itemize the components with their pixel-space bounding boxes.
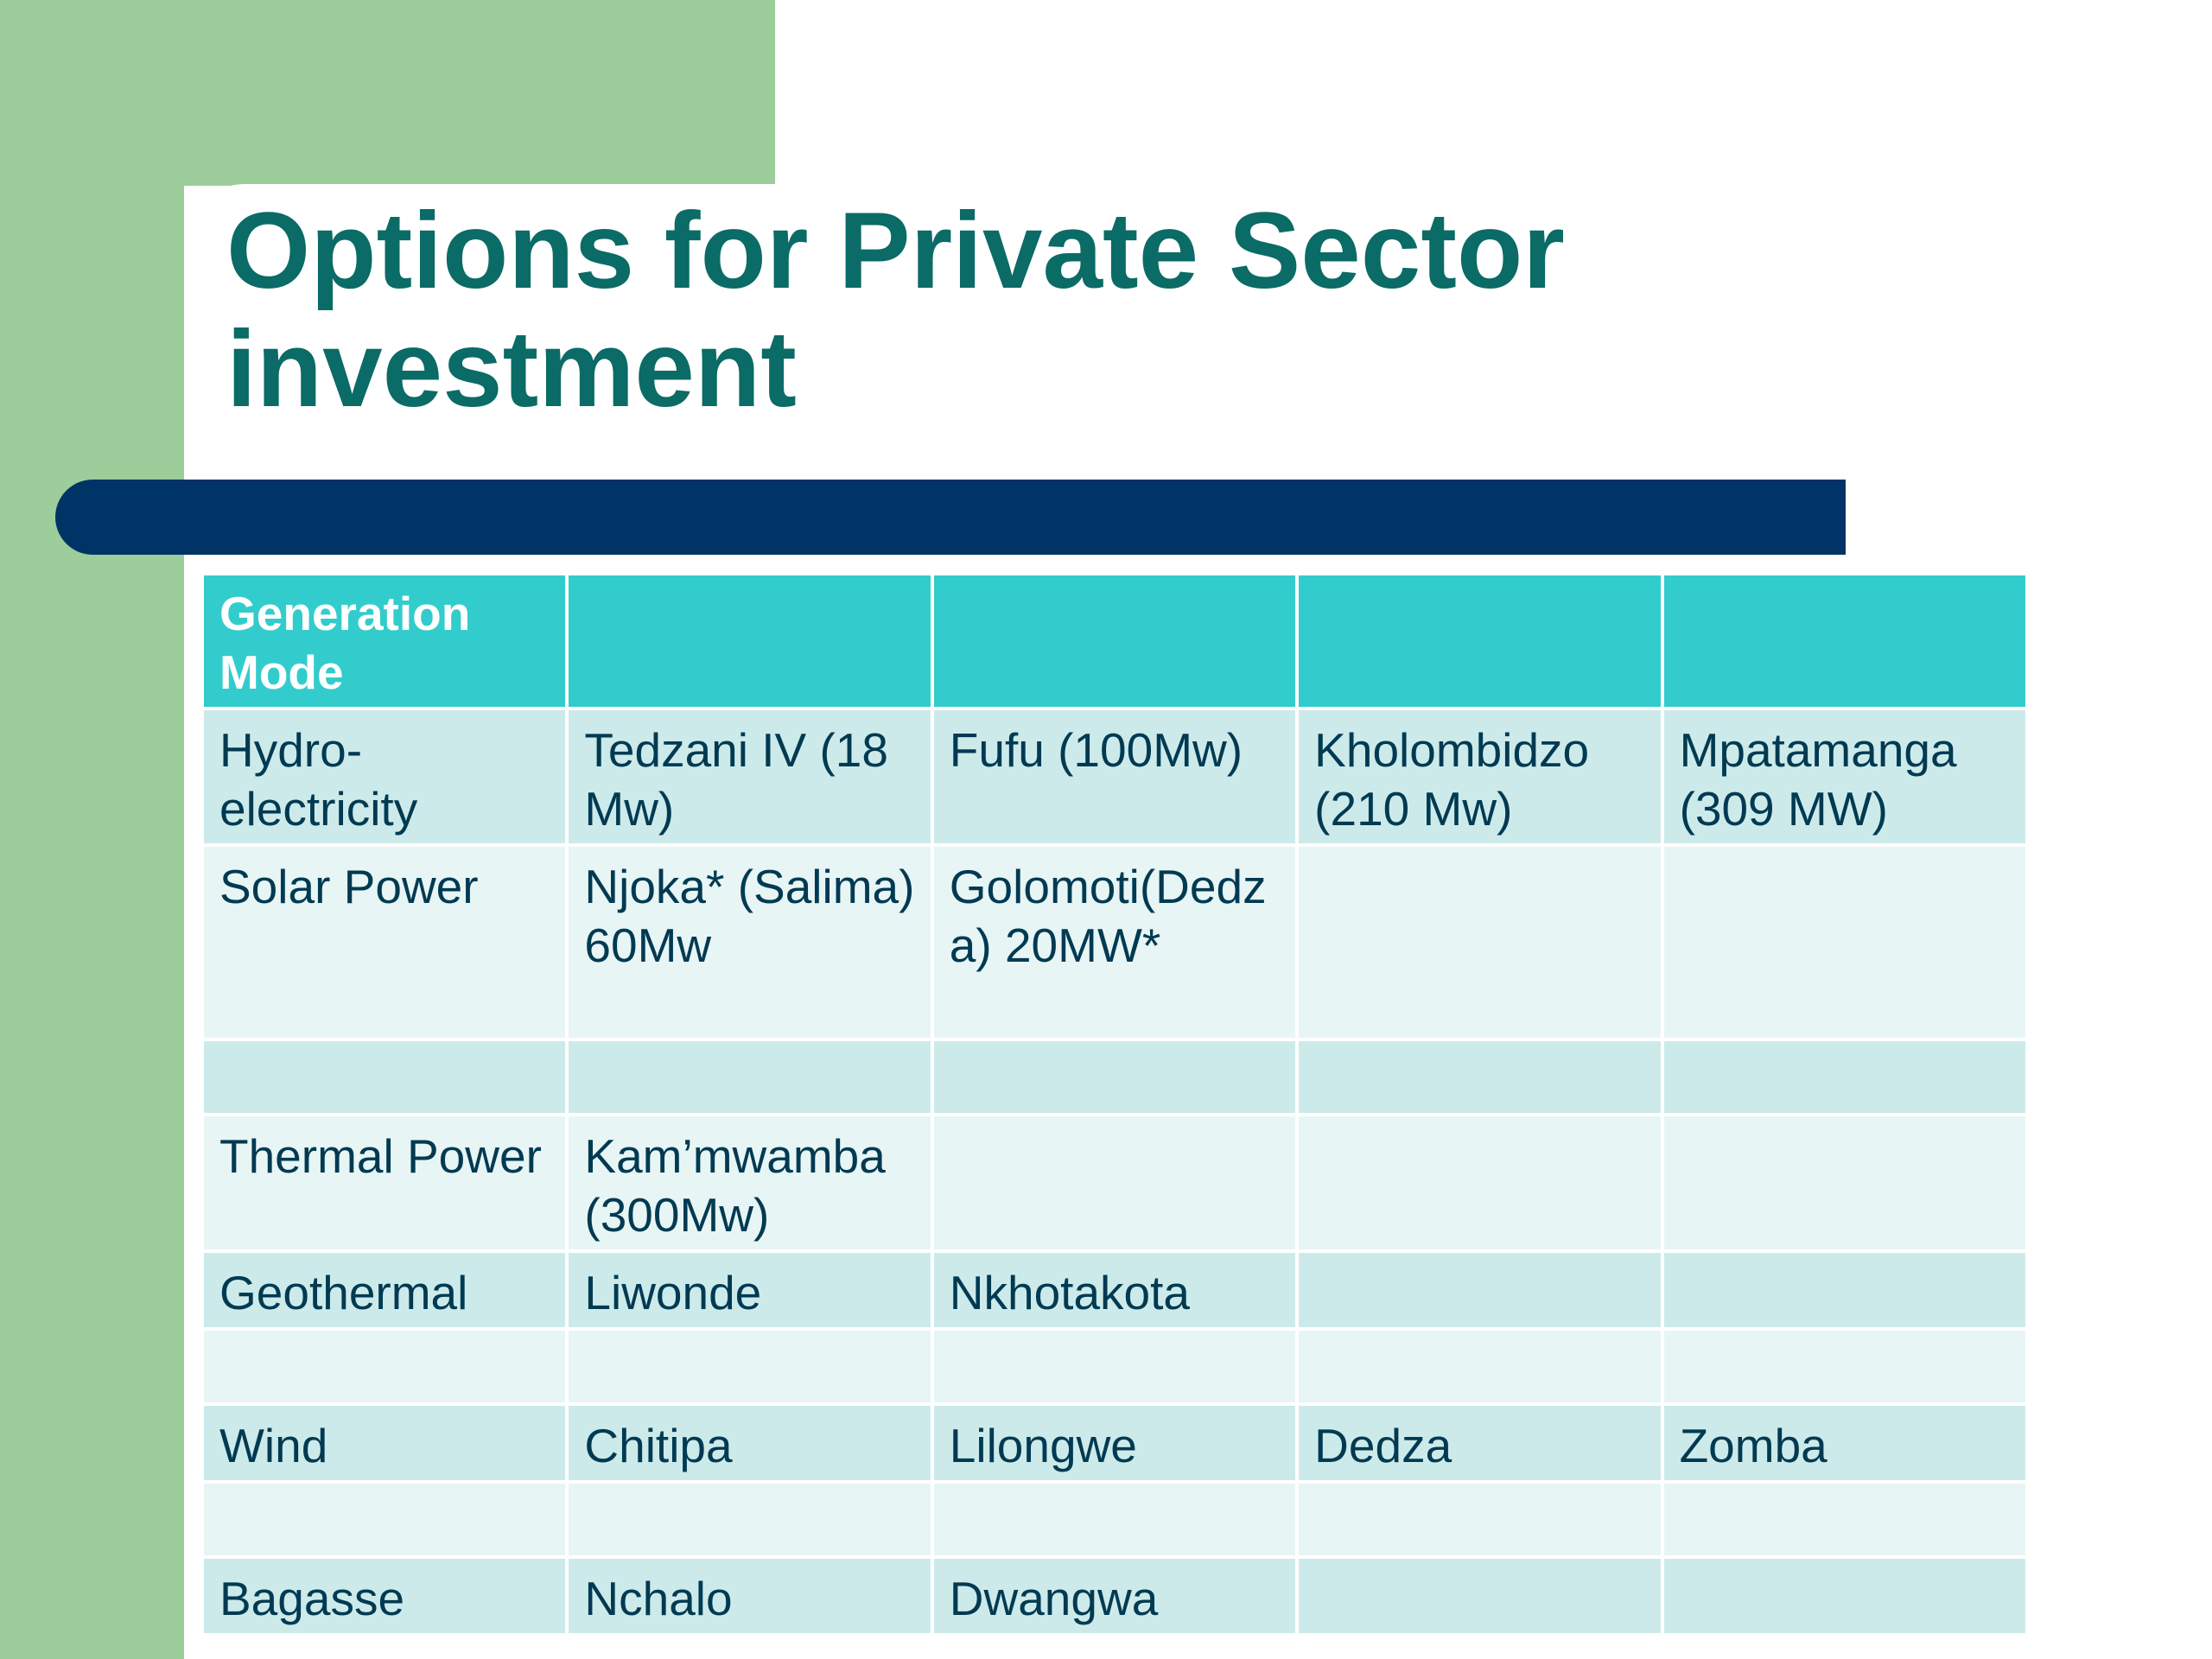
- table-cell: [1660, 1327, 2029, 1406]
- table-cell: Nkhotakota: [930, 1249, 1300, 1331]
- table-cell-mode: Bagasse: [200, 1555, 569, 1637]
- table-cell: [1295, 1480, 1664, 1559]
- table-cell-mode: Wind: [200, 1402, 569, 1484]
- header-cell: [1660, 572, 2029, 710]
- table-cell: [565, 1480, 934, 1559]
- table-cell: Nchalo: [565, 1555, 934, 1637]
- table-cell: [1295, 1555, 1664, 1637]
- background-green-side-strip: [0, 0, 184, 1659]
- table-cell: [1660, 1038, 2029, 1116]
- slide-title: Options for Private Sector investment: [226, 191, 1565, 429]
- table-cell: [1295, 1249, 1664, 1331]
- table-cell: Golomoti(Dedza) 20MW*: [930, 843, 1300, 1041]
- table-cell: Tedzani IV (18 Mw): [565, 707, 934, 847]
- table-cell: [565, 1327, 934, 1406]
- table-cell: [1660, 1113, 2029, 1253]
- table-cell: Dwangwa: [930, 1555, 1300, 1637]
- table-cell: Liwonde: [565, 1249, 934, 1331]
- table-cell: [1660, 1555, 2029, 1637]
- table-cell: [930, 1113, 1300, 1253]
- table-cell: [1295, 843, 1664, 1041]
- table-row-geothermal: Geothermal Liwonde Nkhotakota: [200, 1249, 2029, 1331]
- header-cell: [930, 572, 1300, 710]
- table-cell: Kam’mwamba (300Mw): [565, 1113, 934, 1253]
- table-cell: Njoka* (Salima) 60Mw: [565, 843, 934, 1041]
- table-cell: [1295, 1038, 1664, 1116]
- table-cell: [1295, 1113, 1664, 1253]
- table-cell: [565, 1038, 934, 1116]
- table-cell: [1660, 1249, 2029, 1331]
- table-cell: [930, 1327, 1300, 1406]
- title-divider-bar: [55, 480, 1846, 555]
- table-cell: Zomba: [1660, 1402, 2029, 1484]
- table-row-empty: [200, 1480, 2029, 1559]
- table-cell-mode: Solar Power: [200, 843, 569, 1041]
- table-cell-mode: Hydro-electricity: [200, 707, 569, 847]
- table-cell-mode: [200, 1480, 569, 1559]
- investment-options-table: Generation Mode Hydro-electricity Tedzan…: [200, 572, 2029, 1637]
- table-cell-mode: [200, 1038, 569, 1116]
- table-cell-mode: [200, 1327, 569, 1406]
- header-cell: [565, 572, 934, 710]
- table-row-empty: [200, 1038, 2029, 1116]
- table-cell: Lilongwe: [930, 1402, 1300, 1484]
- table-row-wind: Wind Chitipa Lilongwe Dedza Zomba: [200, 1402, 2029, 1484]
- table-cell: Chitipa: [565, 1402, 934, 1484]
- table-row-empty: [200, 1327, 2029, 1406]
- table-cell: Fufu (100Mw): [930, 707, 1300, 847]
- table-row-thermal: Thermal Power Kam’mwamba (300Mw): [200, 1113, 2029, 1253]
- header-cell: [1295, 572, 1664, 710]
- table-cell: [930, 1480, 1300, 1559]
- header-cell-generation-mode: Generation Mode: [200, 572, 569, 710]
- table-cell: Mpatamanga (309 MW): [1660, 707, 2029, 847]
- table-cell-mode: Geothermal: [200, 1249, 569, 1331]
- table-cell: [1295, 1327, 1664, 1406]
- table-cell: [1660, 843, 2029, 1041]
- table-cell: Kholombidzo (210 Mw): [1295, 707, 1664, 847]
- table-cell: Dedza: [1295, 1402, 1664, 1484]
- table-cell: [1660, 1480, 2029, 1559]
- table-row-bagasse: Bagasse Nchalo Dwangwa: [200, 1555, 2029, 1637]
- table-cell-mode: Thermal Power: [200, 1113, 569, 1253]
- table-row-solar: Solar Power Njoka* (Salima) 60Mw Golomot…: [200, 843, 2029, 1041]
- table-cell: [930, 1038, 1300, 1116]
- table-header-row: Generation Mode: [200, 572, 2029, 710]
- table-row-hydro: Hydro-electricity Tedzani IV (18 Mw) Fuf…: [200, 707, 2029, 847]
